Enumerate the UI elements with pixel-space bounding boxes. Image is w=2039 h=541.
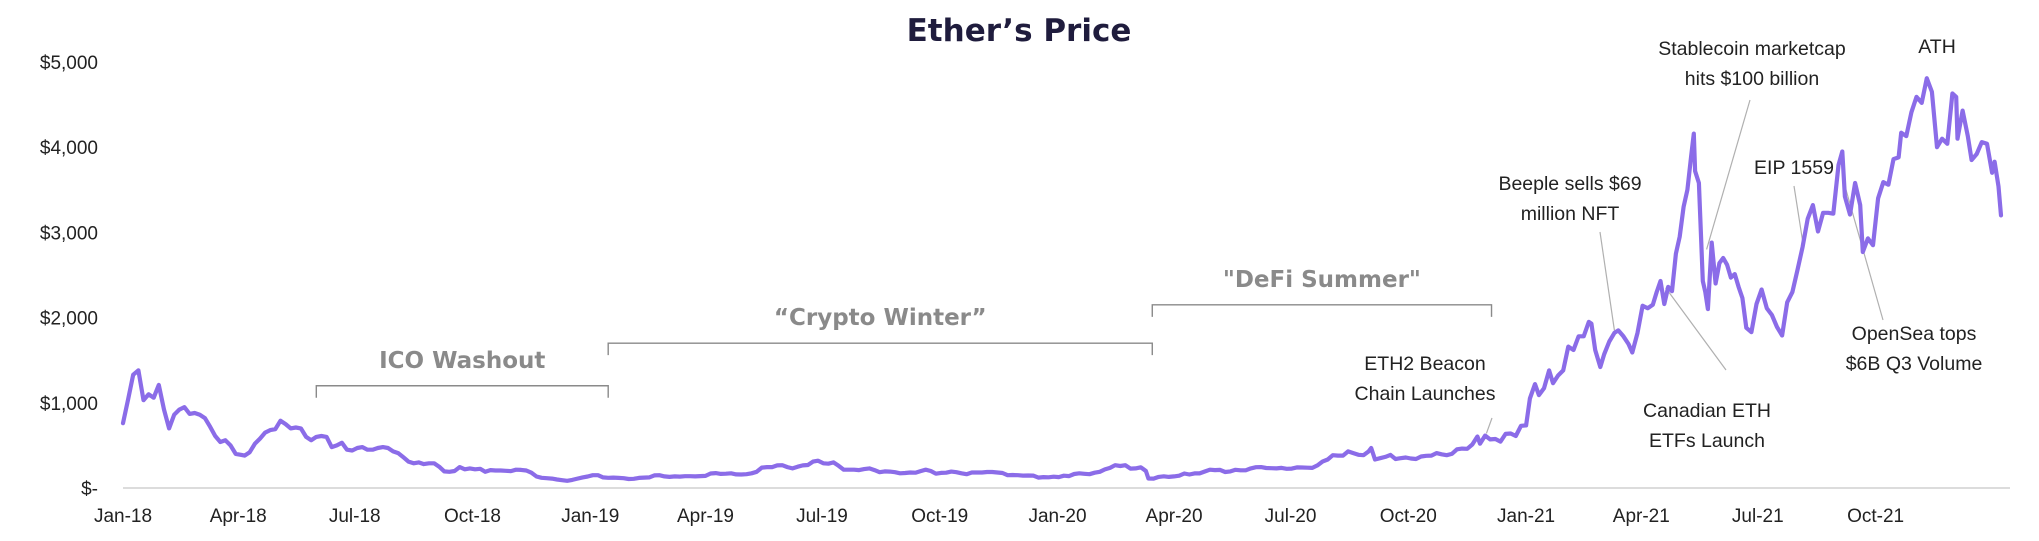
x-tick-label: Jul-20 [1265, 506, 1317, 527]
y-tick-label: $3,000 [40, 223, 98, 244]
annotation-text: ETH2 Beacon [1364, 353, 1485, 375]
y-tick-label: $4,000 [40, 138, 98, 159]
phase-bracket [315, 385, 609, 398]
x-tick-label: Jul-18 [329, 506, 381, 527]
phase-brackets: ICO Washout “Crypto Winter” "DeFi Summer" [315, 267, 1493, 398]
x-tick-label: Jan-20 [1028, 506, 1086, 527]
x-tick-label: Apr-19 [677, 506, 734, 527]
annotation-text: Beeple sells $69 [1498, 173, 1641, 195]
x-tick-label: Apr-20 [1146, 506, 1203, 527]
annotation-text: ATH [1918, 36, 1956, 58]
phase-bracket [607, 342, 1153, 356]
y-axis-ticks: $- $1,000 $2,000 $3,000 $4,000 $5,000 [40, 53, 98, 500]
annotation-leader [1485, 417, 1493, 434]
annotation-text: EIP 1559 [1754, 157, 1834, 179]
x-tick-label: Jan-21 [1497, 506, 1555, 527]
y-tick-label: $1,000 [40, 394, 98, 415]
x-axis-ticks: Jan-18 Apr-18 Jul-18 Oct-18 Jan-19 Apr-19 Jul-… [94, 506, 1904, 527]
annotation-text: $6B Q3 Volume [1846, 353, 1983, 375]
x-tick-label: Apr-21 [1613, 506, 1670, 527]
phase-label: ICO Washout [379, 348, 545, 374]
chart-title: Ether’s Price [907, 13, 1132, 49]
x-tick-label: Jul-19 [796, 506, 848, 527]
annotation-text: ETFs Launch [1649, 430, 1765, 452]
x-tick-label: Oct-18 [444, 506, 501, 527]
annotation-leader [1599, 231, 1616, 331]
annotation-text: million NFT [1521, 203, 1620, 225]
x-tick-label: Jan-19 [561, 506, 619, 527]
y-tick-label: $2,000 [40, 309, 98, 330]
annotation-text: Chain Launches [1355, 383, 1496, 405]
annotation-layer: ETH2 Beacon Chain Launches Beeple sells $6… [1355, 36, 1983, 452]
annotation-text: Canadian ETH [1643, 400, 1771, 422]
annotation-text: OpenSea tops [1852, 323, 1977, 345]
annotation-text: Stablecoin marketcap [1658, 38, 1846, 60]
ether-price-line [120, 76, 2004, 483]
y-tick-label: $5,000 [40, 53, 98, 74]
annotation-text: hits $100 billion [1685, 68, 1819, 90]
annotation-leader [1665, 287, 1727, 371]
x-tick-label: Jan-18 [94, 506, 152, 527]
x-tick-label: Oct-21 [1847, 506, 1904, 527]
phase-bracket [1151, 304, 1493, 317]
annotation-leader [1706, 99, 1751, 250]
y-tick-label: $- [81, 479, 98, 500]
annotation-leader [1793, 185, 1804, 242]
phase-label: "DeFi Summer" [1223, 267, 1421, 293]
x-tick-label: Oct-19 [911, 506, 968, 527]
x-tick-label: Jul-21 [1732, 506, 1784, 527]
phase-label: “Crypto Winter” [774, 305, 987, 331]
x-tick-label: Oct-20 [1380, 506, 1437, 527]
x-tick-label: Apr-18 [210, 506, 267, 527]
